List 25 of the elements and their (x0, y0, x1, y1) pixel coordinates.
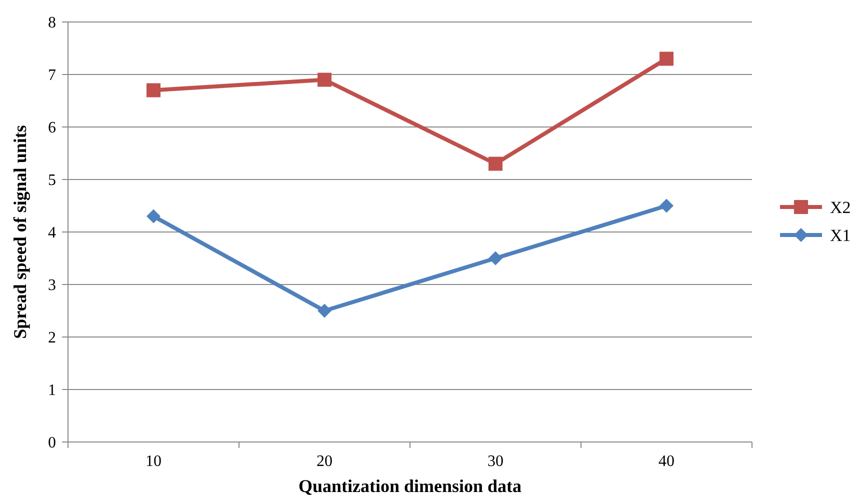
point (660, 198, 674, 213)
x-tick-label: 20 (316, 453, 332, 470)
y-tick-label: 3 (48, 277, 56, 294)
point (318, 304, 332, 318)
y-tick-label: 6 (48, 120, 56, 137)
point (660, 52, 674, 66)
x-tick-label: 30 (488, 453, 504, 470)
x-tick-label: 10 (146, 453, 162, 470)
legend-label: X2 (830, 198, 851, 217)
point (488, 251, 502, 266)
legend-label: X1 (830, 226, 851, 245)
y-tick-label: 7 (48, 67, 56, 84)
y-axis-title: Spread speed of signal units (10, 125, 30, 339)
y-tick-label: 0 (48, 434, 56, 452)
point (146, 83, 160, 98)
point (146, 209, 160, 224)
y-tick-label: 8 (48, 14, 56, 32)
x-axis-title: Quantization dimension data (298, 476, 522, 496)
point (318, 72, 332, 87)
y-tick-label: 1 (48, 382, 56, 400)
point (488, 156, 502, 171)
y-tick-label: 4 (48, 224, 56, 242)
y-tick-label: 5 (48, 172, 56, 190)
y-tick-label: 2 (48, 330, 56, 347)
x-tick-label: 40 (658, 453, 674, 470)
